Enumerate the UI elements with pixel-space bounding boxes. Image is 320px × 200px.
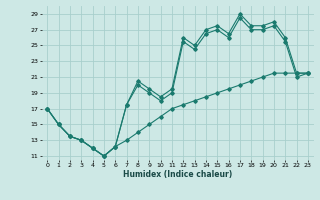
X-axis label: Humidex (Indice chaleur): Humidex (Indice chaleur)	[123, 170, 232, 179]
